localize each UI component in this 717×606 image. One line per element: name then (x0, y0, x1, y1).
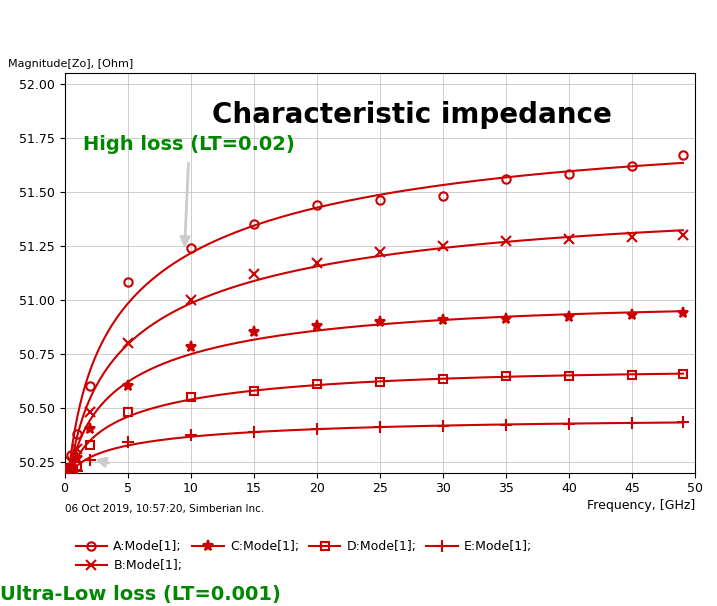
Text: Ultra-Low loss (LT=0.001): Ultra-Low loss (LT=0.001) (0, 585, 281, 604)
Legend: A:Mode[1];, B:Mode[1];, C:Mode[1];, D:Mode[1];, E:Mode[1];: A:Mode[1];, B:Mode[1];, C:Mode[1];, D:Mo… (71, 535, 537, 577)
Text: High loss (LT=0.02): High loss (LT=0.02) (83, 135, 295, 245)
Text: 06 Oct 2019, 10:57:20, Simberian Inc.: 06 Oct 2019, 10:57:20, Simberian Inc. (65, 504, 264, 514)
Text: Frequency, [GHz]: Frequency, [GHz] (587, 499, 695, 511)
Text: Magnitude[Zo], [Ohm]: Magnitude[Zo], [Ohm] (8, 59, 133, 68)
Text: Characteristic impedance: Characteristic impedance (212, 101, 612, 128)
